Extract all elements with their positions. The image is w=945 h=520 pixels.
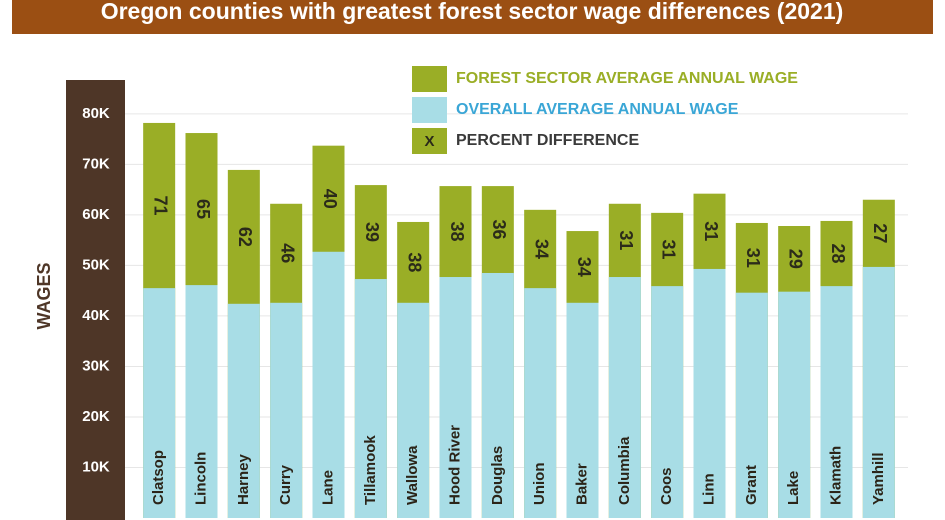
y-tick-label: 30K <box>82 357 110 374</box>
percent-label: 71 <box>150 196 170 216</box>
bar-overall <box>481 272 514 518</box>
bar-overall <box>397 302 430 518</box>
x-tick-label: Lincoln <box>192 452 209 505</box>
y-tick-label: 70K <box>82 155 110 172</box>
bar-overall <box>143 288 176 518</box>
x-tick-label: Baker <box>573 463 590 505</box>
bar-overall <box>735 292 768 518</box>
legend-label: PERCENT DIFFERENCE <box>456 132 639 149</box>
x-tick-label: Linn <box>700 473 717 505</box>
y-axis-band <box>66 80 125 520</box>
x-tick-label: Clatsop <box>150 450 167 505</box>
percent-label: 40 <box>320 189 340 209</box>
x-tick-label: Tillamook <box>362 435 379 505</box>
percent-label: 39 <box>362 222 382 242</box>
x-tick-label: Curry <box>277 464 294 505</box>
percent-label: 46 <box>277 243 297 263</box>
percent-label: 31 <box>616 230 636 250</box>
bar-overall <box>862 266 895 518</box>
legend-swatch <box>412 66 447 92</box>
percent-label: 38 <box>447 222 467 242</box>
bar-overall <box>227 303 260 518</box>
bar-overall <box>354 279 387 518</box>
x-tick-label: Wallowa <box>404 445 421 505</box>
x-tick-label: Coos <box>658 468 675 506</box>
bar-overall <box>270 302 303 518</box>
percent-label: 36 <box>489 220 509 240</box>
x-tick-label: Douglas <box>489 446 506 505</box>
x-tick-label: Grant <box>743 465 760 505</box>
legend-swatch <box>412 97 447 123</box>
y-tick-label: 50K <box>82 256 110 273</box>
percent-label: 31 <box>701 221 721 241</box>
bar-overall <box>524 288 557 518</box>
x-tick-label: Lake <box>785 471 802 505</box>
bar-overall <box>693 268 726 518</box>
percent-label: 28 <box>828 244 848 264</box>
y-tick-label: 80K <box>82 105 110 122</box>
bar-overall <box>651 286 684 518</box>
percent-label: 34 <box>531 239 551 259</box>
y-tick-label: 10K <box>82 458 110 475</box>
percent-label: 62 <box>235 227 255 247</box>
bar-overall <box>566 302 599 518</box>
percent-label: 38 <box>404 252 424 272</box>
bar-overall <box>185 285 218 518</box>
bar-overall <box>439 277 472 518</box>
y-tick-label: 60K <box>82 206 110 223</box>
bar-overall <box>608 277 641 518</box>
legend-label: FOREST SECTOR AVERAGE ANNUAL WAGE <box>456 70 798 87</box>
y-tick-label: 20K <box>82 408 110 425</box>
x-tick-label: Harney <box>235 453 252 505</box>
percent-label: 65 <box>193 199 213 219</box>
x-tick-label: Columbia <box>616 436 633 505</box>
x-tick-label: Hood River <box>446 425 463 505</box>
percent-label: 31 <box>743 248 763 268</box>
percent-label: 31 <box>658 239 678 259</box>
x-tick-label: Lane <box>319 470 336 505</box>
percent-label: 27 <box>870 223 890 243</box>
x-tick-label: Union <box>531 463 548 506</box>
x-tick-label: Yamhill <box>870 452 887 505</box>
chart-title: Oregon counties with greatest forest sec… <box>101 0 844 24</box>
bar-overall <box>778 291 811 518</box>
legend-label: OVERALL AVERAGE ANNUAL WAGE <box>456 101 739 118</box>
legend-marker: X <box>424 133 434 150</box>
title-banner <box>12 0 933 34</box>
x-tick-label: Klamath <box>827 446 844 505</box>
percent-label: 29 <box>785 249 805 269</box>
y-axis-label: WAGES <box>34 262 54 329</box>
bar-overall <box>312 251 345 518</box>
percent-label: 34 <box>574 257 594 277</box>
legend-swatch <box>412 128 447 154</box>
bar-overall <box>820 286 853 518</box>
y-tick-label: 40K <box>82 307 110 324</box>
